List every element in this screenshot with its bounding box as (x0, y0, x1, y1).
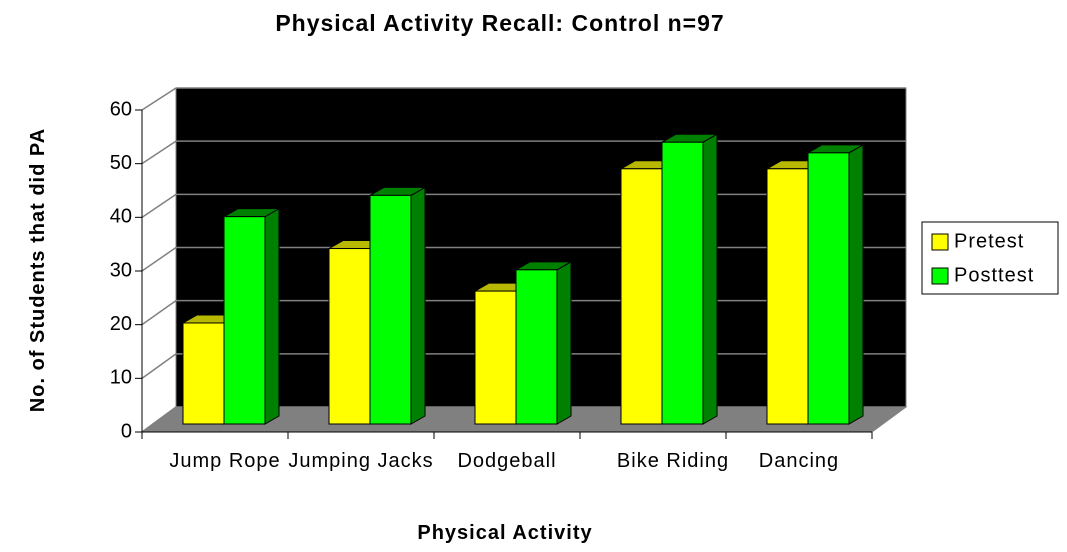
bar-side (410, 186, 426, 425)
y-axis-title: No. of Students that did PA (27, 127, 49, 413)
chart-title: Physical Activity Recall: Control n=97 (275, 10, 725, 36)
legend-swatch (931, 233, 949, 251)
bar (766, 168, 809, 425)
grid-line (141, 87, 177, 111)
bar (515, 269, 558, 425)
bar (620, 168, 663, 425)
grid-line (141, 193, 177, 218)
bar-side (848, 143, 864, 425)
x-axis-title: Physical Activity (417, 522, 593, 544)
grid-line (141, 300, 177, 326)
bar (807, 152, 850, 425)
legend-label: Pretest (954, 230, 1024, 252)
bar-side (556, 260, 572, 425)
bar (474, 290, 517, 425)
bar (328, 248, 371, 425)
bar (369, 194, 412, 425)
x-tick-label: Dodgeball (457, 450, 557, 472)
y-tick-label: 20 (110, 313, 132, 335)
x-tick-label: Dancing (758, 450, 840, 472)
y-tick-label: 30 (110, 259, 132, 281)
y-tick-label: 10 (110, 367, 132, 389)
y-tick-label: 50 (110, 152, 132, 174)
legend-label: Posttest (954, 264, 1034, 286)
x-tick-label: Jump Rope (169, 450, 281, 472)
bar-side (702, 133, 718, 425)
legend-swatch (931, 267, 949, 285)
grid-line (141, 406, 177, 433)
bar (182, 322, 225, 425)
grid-line (141, 246, 177, 272)
bar (223, 216, 266, 425)
bar (661, 141, 704, 425)
x-tick-label: Jumping Jacks (288, 450, 434, 472)
y-tick-label: 60 (110, 98, 132, 120)
y-tick-label: 40 (110, 206, 132, 228)
grid-line (141, 140, 177, 165)
grid-line (141, 353, 177, 379)
x-tick-label: Bike Riding (616, 450, 730, 472)
bar-side (264, 207, 280, 425)
y-tick-label: 0 (121, 420, 132, 442)
